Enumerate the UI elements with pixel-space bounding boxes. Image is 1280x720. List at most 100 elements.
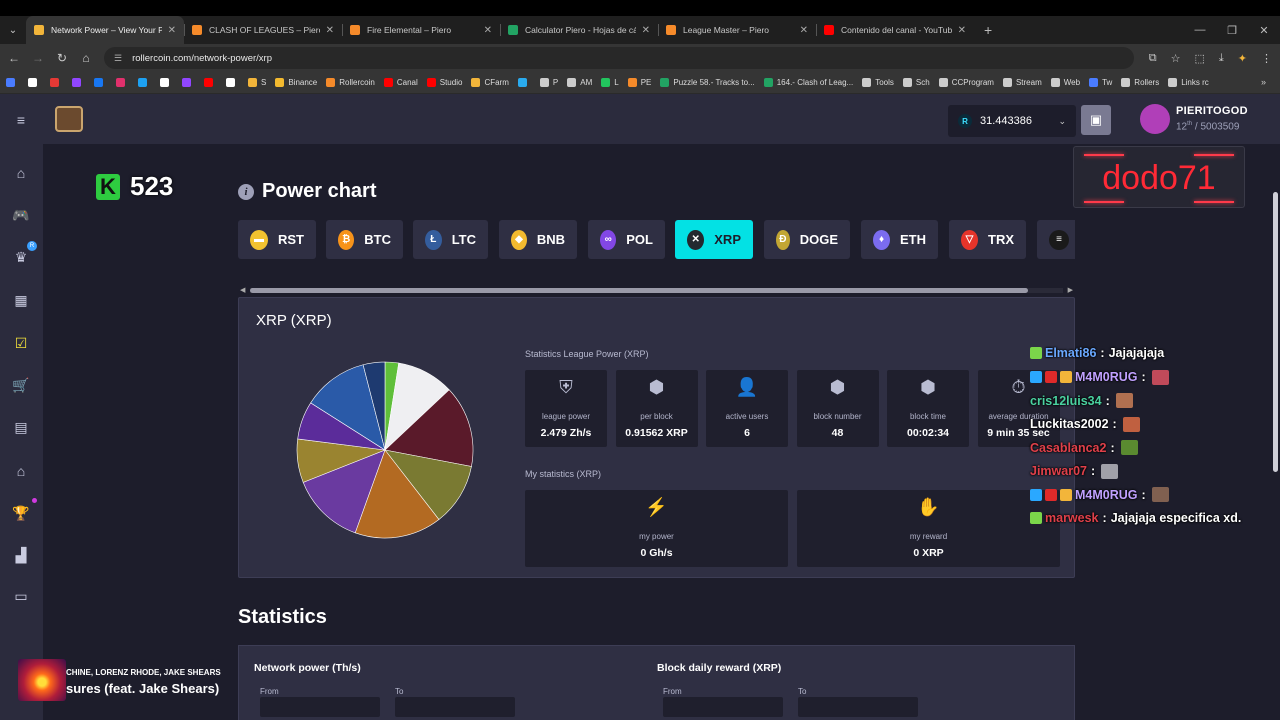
- bookmark-item[interactable]: CCProgram: [938, 78, 994, 87]
- tab-close-icon[interactable]: ✕: [799, 24, 808, 36]
- extensions-icon[interactable]: ⬚: [1194, 52, 1205, 65]
- browser-tab[interactable]: Fire Elemental – Piero ✕: [342, 16, 500, 44]
- tab-close-icon[interactable]: ✕: [483, 24, 492, 36]
- site-info-icon[interactable]: ☰: [114, 52, 123, 63]
- home-icon[interactable]: ⌂: [82, 51, 90, 65]
- bookmark-item[interactable]: CFarm: [471, 78, 509, 87]
- scroll-thumb[interactable]: [250, 288, 1028, 293]
- coin-tab-rst[interactable]: ▬ RST: [238, 220, 316, 259]
- bookmark-item[interactable]: [6, 78, 19, 87]
- bookmark-item[interactable]: Binance: [275, 78, 317, 87]
- bookmark-item[interactable]: [72, 78, 85, 87]
- shop-nav-icon[interactable]: ⌂: [16, 463, 26, 479]
- game-nav-icon[interactable]: 🎮: [12, 207, 30, 223]
- pie-slice[interactable]: [354, 449, 440, 539]
- pie-slice[interactable]: [310, 364, 386, 451]
- bookmark-item[interactable]: P: [539, 78, 558, 87]
- tab-close-icon[interactable]: ✕: [325, 24, 334, 36]
- minimize-icon[interactable]: —: [1194, 24, 1206, 36]
- browser-tab[interactable]: Calculator Piero - Hojas de cálc ✕: [500, 16, 658, 44]
- browser-tab[interactable]: Contenido del canal - YouTube ✕: [816, 16, 974, 44]
- bookmark-item[interactable]: [182, 78, 195, 87]
- bookmark-item[interactable]: Puzzle 58.- Tracks to...: [660, 78, 755, 87]
- browser-tab[interactable]: Network Power – View Your Po ✕: [26, 16, 184, 44]
- close-window-icon[interactable]: ✕: [1259, 24, 1269, 37]
- bookmark-item[interactable]: Rollercoin: [326, 78, 375, 87]
- trophy-nav-icon[interactable]: 🏆: [12, 505, 30, 521]
- news-nav-icon[interactable]: ▭: [14, 588, 28, 604]
- bookmark-item[interactable]: [160, 78, 173, 87]
- scroll-right-icon[interactable]: ▶: [1067, 287, 1073, 294]
- bookmark-item[interactable]: Rollers: [1121, 78, 1159, 87]
- username[interactable]: PIERITOGOD: [1176, 105, 1248, 117]
- marketplace-nav-icon[interactable]: ▦: [14, 292, 28, 308]
- coin-tab-pol[interactable]: ∞ POL: [588, 220, 665, 259]
- network-from-input[interactable]: [260, 697, 380, 717]
- bookmark-item[interactable]: Tools: [862, 78, 894, 87]
- coin-tab-doge[interactable]: Ð DOGE: [764, 220, 850, 259]
- cart-nav-icon[interactable]: 🛒: [12, 377, 30, 393]
- download-icon[interactable]: ⤓: [1218, 51, 1224, 64]
- balance-selector[interactable]: R 31.443386 ⌄: [948, 105, 1076, 137]
- coin-tabs-scrollbar[interactable]: ◀ ▶: [238, 286, 1075, 294]
- install-icon[interactable]: ⧉: [1148, 51, 1157, 64]
- bookmark-item[interactable]: [50, 78, 63, 87]
- menu-icon[interactable]: ⋮: [1261, 52, 1272, 65]
- avatar[interactable]: [1140, 104, 1170, 134]
- bookmark-item[interactable]: Links rc: [1168, 78, 1209, 87]
- pie-slice[interactable]: [302, 449, 386, 534]
- bookmark-item[interactable]: Studio: [426, 78, 462, 87]
- tasks-nav-icon[interactable]: ☑: [14, 335, 28, 351]
- bookmark-item[interactable]: Stream: [1002, 78, 1042, 87]
- tab-close-icon[interactable]: ✕: [957, 24, 966, 36]
- bookmark-item[interactable]: Tw: [1089, 78, 1112, 87]
- page-scrollbar[interactable]: [1273, 192, 1278, 472]
- rollercoin-logo[interactable]: [55, 106, 83, 132]
- reward-to-input[interactable]: [798, 697, 918, 717]
- forward-icon[interactable]: →: [32, 51, 44, 65]
- coin-tab-xrp[interactable]: ✕ XRP: [675, 220, 753, 259]
- bookmark-star-icon[interactable]: ☆: [1170, 52, 1181, 65]
- bookmark-item[interactable]: Sch: [902, 78, 930, 87]
- bookmark-item[interactable]: [138, 78, 151, 87]
- browser-tab[interactable]: CLASH OF LEAGUES – Piero ✕: [184, 16, 342, 44]
- bookmark-item[interactable]: Web: [1050, 78, 1080, 87]
- menu-toggle-icon[interactable]: ≡: [16, 112, 26, 128]
- bookmark-item[interactable]: [94, 78, 107, 87]
- wallet-button[interactable]: ▣: [1081, 105, 1111, 135]
- address-bar[interactable]: ☰ rollercoin.com/network-power/xrp: [104, 47, 1134, 69]
- reward-from-input[interactable]: [663, 697, 783, 717]
- bookmark-item[interactable]: [204, 78, 217, 87]
- storage-nav-icon[interactable]: ▤: [14, 419, 28, 435]
- bookmark-item[interactable]: Canal: [383, 78, 418, 87]
- browser-tab[interactable]: League Master – Piero ✕: [658, 16, 816, 44]
- home-nav-icon[interactable]: ⌂: [16, 165, 26, 181]
- bookmark-item[interactable]: AM: [567, 78, 592, 87]
- network-to-input[interactable]: [395, 697, 515, 717]
- bookmark-item[interactable]: PE: [627, 78, 651, 87]
- bookmark-item[interactable]: [517, 78, 531, 87]
- bookmark-item[interactable]: L: [601, 78, 619, 87]
- coin-tab-bnb[interactable]: ◆ BNB: [499, 220, 577, 259]
- info-icon[interactable]: i: [238, 183, 254, 200]
- pie-slice[interactable]: [362, 361, 386, 451]
- bookmark-item[interactable]: 164.- Clash of Leag...: [763, 78, 853, 87]
- bookmark-item[interactable]: [226, 78, 239, 87]
- pie-slice[interactable]: [384, 449, 472, 520]
- tab-search-button[interactable]: ⌄: [8, 24, 18, 36]
- bookmark-item[interactable]: S: [248, 78, 266, 87]
- coin-tab-eth[interactable]: ♦ ETH: [861, 220, 938, 259]
- bookmark-item[interactable]: [116, 78, 129, 87]
- coin-tab-btc[interactable]: ₿ BTC: [326, 220, 403, 259]
- coin-tab-more[interactable]: ≡: [1037, 220, 1075, 259]
- restore-icon[interactable]: ❐: [1227, 24, 1237, 37]
- pie-slice[interactable]: [384, 389, 474, 467]
- tab-close-icon[interactable]: ✕: [641, 24, 650, 36]
- new-tab-button[interactable]: +: [984, 22, 993, 38]
- reload-icon[interactable]: ↻: [56, 51, 68, 65]
- back-icon[interactable]: ←: [8, 51, 20, 65]
- bookmarks-more-button[interactable]: »: [1260, 77, 1266, 87]
- scroll-left-icon[interactable]: ◀: [240, 287, 246, 294]
- coin-tab-trx[interactable]: ▽ TRX: [949, 220, 1026, 259]
- coin-tab-ltc[interactable]: Ł LTC: [413, 220, 488, 259]
